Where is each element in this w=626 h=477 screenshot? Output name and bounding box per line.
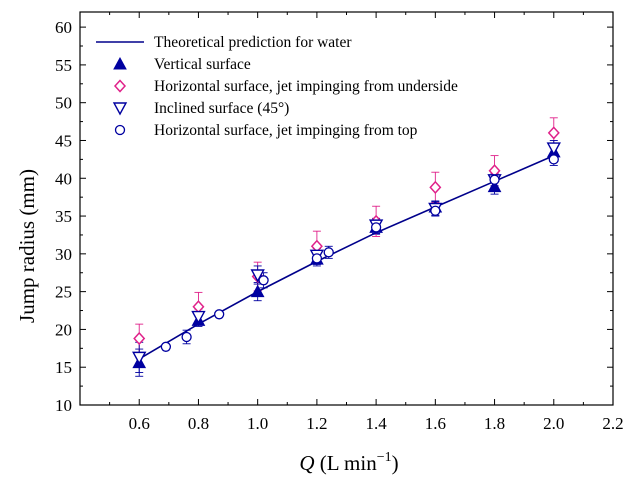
data-point [547, 126, 560, 140]
data-point [160, 341, 172, 352]
y-tick-label: 30 [55, 245, 72, 264]
markers-group [132, 126, 561, 369]
legend-marker [113, 56, 127, 70]
legend-marker [113, 79, 127, 93]
data-point [250, 269, 265, 283]
theory-line [138, 154, 555, 360]
legend-label: Vertical surface [154, 56, 251, 73]
legend-label: Theoretical prediction for water [154, 34, 352, 51]
data-point [132, 351, 147, 365]
data-point [192, 300, 205, 314]
y-axis-title: Jump radius (mm) [15, 169, 39, 323]
x-tick-label: 1.6 [425, 414, 446, 433]
y-tick-label: 50 [55, 94, 72, 113]
y-tick-label: 25 [55, 283, 72, 302]
y-tick-label: 10 [55, 396, 72, 415]
x-axis-unit-suffix: ) [392, 451, 399, 475]
y-tick-label: 45 [55, 131, 72, 150]
data-point [370, 222, 382, 233]
x-axis-title: Q (L min−1) [299, 450, 398, 475]
data-point [214, 309, 225, 320]
data-point [250, 284, 265, 298]
data-point [258, 275, 269, 286]
data-point [489, 174, 500, 185]
legend-marker [114, 124, 126, 136]
data-point [429, 180, 442, 194]
x-tick-label: 1.8 [484, 414, 505, 433]
y-tick-label: 40 [55, 169, 72, 188]
y-tick-label: 35 [55, 207, 72, 226]
legend-marker [112, 102, 128, 116]
x-axis-unit-prefix: (L min [315, 451, 378, 475]
x-tick-label: 0.8 [188, 414, 209, 433]
legend: Theoretical prediction for water Vertical… [96, 34, 458, 139]
data-point [181, 331, 192, 343]
data-point [133, 331, 146, 346]
x-axis-symbol: Q [299, 451, 314, 475]
y-axis-ticks: 10 15 20 25 30 35 40 45 50 55 60 [55, 18, 613, 415]
legend-label: Horizontal surface, jet impinging from u… [154, 78, 458, 95]
data-point [548, 154, 559, 165]
x-tick-label: 1.4 [365, 414, 387, 433]
legend-label: Inclined surface (45°) [154, 100, 289, 117]
y-tick-label: 15 [55, 358, 72, 377]
legend-label: Horizontal surface, jet impinging from t… [154, 122, 418, 139]
x-tick-label: 0.6 [129, 414, 150, 433]
data-point [323, 247, 334, 258]
data-point [311, 253, 323, 264]
x-tick-label: 1.0 [247, 414, 268, 433]
data-point [430, 205, 441, 216]
theory-line-group [138, 154, 555, 360]
x-tick-label: 2.0 [543, 414, 564, 433]
x-tick-label: 2.2 [602, 414, 623, 433]
y-tick-label: 55 [55, 56, 72, 75]
x-axis-ticks: 0.6 0.8 1.0 1.2 1.4 1.6 1.8 2.0 2.2 [109, 12, 624, 433]
data-point [191, 310, 206, 325]
data-point [546, 142, 561, 156]
x-axis-unit-exponent: −1 [377, 450, 392, 465]
x-tick-label: 1.2 [306, 414, 327, 433]
y-tick-label: 60 [55, 18, 72, 37]
y-tick-label: 20 [55, 320, 72, 339]
